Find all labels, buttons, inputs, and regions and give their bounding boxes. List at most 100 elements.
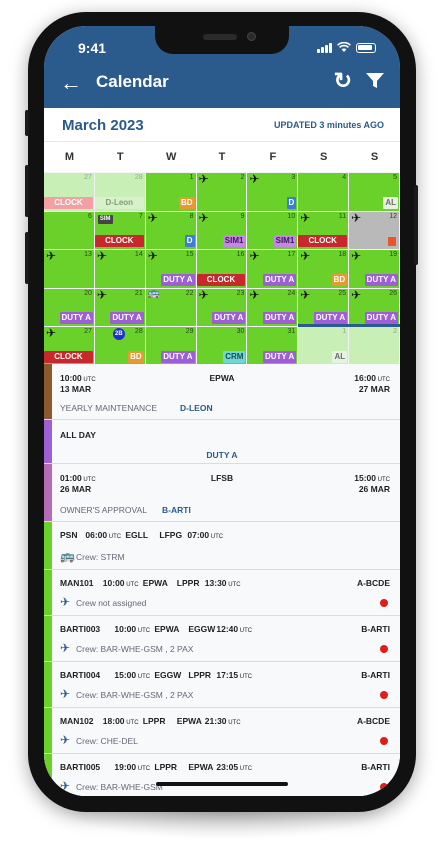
calendar-chip-clock[interactable]: CLOCK: [94, 235, 144, 248]
calendar-day-cell[interactable]: 30 CRM: [196, 327, 247, 365]
calendar-chip-duty[interactable]: DUTY A: [262, 350, 297, 363]
event-item[interactable]: ALL DAY DUTY A: [44, 420, 400, 464]
calendar-day-cell[interactable]: 6: [44, 211, 94, 250]
crew-info: Crew not assigned: [76, 598, 147, 608]
calendar-chip-duty[interactable]: DUTY A: [262, 312, 297, 325]
calendar-day-cell[interactable]: 18 ✈ BD: [298, 249, 349, 288]
departure-airport: EGGW: [154, 670, 182, 680]
calendar-chip-duty[interactable]: DUTY A: [313, 312, 348, 325]
calendar-chip-duty[interactable]: DUTY A: [364, 273, 399, 286]
month-title[interactable]: March 2023: [62, 117, 144, 134]
calendar-day-cell[interactable]: 5 AL: [349, 173, 400, 211]
calendar-day-cell[interactable]: 14 ✈: [94, 249, 145, 288]
calendar-day-cell[interactable]: 23 ✈ DUTY A: [196, 288, 247, 327]
event-item[interactable]: MAN101 10:00 UTC EPWA LPPR 13:30 UTC A-BCDE ✈ C…: [44, 570, 400, 616]
event-item[interactable]: BARTI004 15:00 UTC EGGW LPPR 17:15 UTC B-ARTI…: [44, 662, 400, 708]
status-dot: [380, 737, 388, 745]
weekday-label: S: [370, 151, 379, 163]
calendar-chip-bd[interactable]: BD: [179, 196, 195, 209]
calendar-day-cell[interactable]: 25 ✈ DUTY A: [298, 288, 349, 327]
calendar-chip-clock[interactable]: CLOCK: [44, 350, 93, 363]
calendar-day-cell[interactable]: 22 🚌: [145, 288, 196, 327]
calendar-day-cell[interactable]: 1 BD: [145, 173, 196, 211]
calendar-day-cell[interactable]: 31 DUTY A: [247, 327, 298, 365]
day-number: 8: [189, 212, 194, 220]
event-color-bar: [44, 464, 52, 521]
calendar-chip-duty[interactable]: DUTY A: [364, 312, 399, 325]
wifi-icon: [337, 42, 351, 52]
arrival-time: 23:05 UTC: [216, 762, 253, 772]
calendar-day-cell[interactable]: 3 ✈ D: [247, 172, 298, 211]
calendar-day-cell[interactable]: 10 SIM1: [247, 211, 298, 250]
home-indicator[interactable]: [156, 782, 288, 786]
calendar-day-cell[interactable]: 1 AL: [298, 327, 349, 365]
calendar-alert-icon: [388, 237, 397, 247]
refresh-icon[interactable]: ↻: [333, 68, 352, 93]
calendar-chip-sim[interactable]: SIM1: [222, 235, 246, 248]
calendar-chip-duty[interactable]: DUTY A: [262, 273, 297, 286]
calendar-chip-crm[interactable]: CRM: [223, 350, 246, 363]
calendar-day-cell[interactable]: 29 DUTY A: [145, 327, 196, 365]
calendar-chip-bd[interactable]: BD: [128, 350, 144, 363]
calendar-chip-duty[interactable]: DUTY A: [161, 273, 195, 286]
calendar-day-cell[interactable]: 7 SIM CLOCK: [94, 211, 145, 250]
calendar-day-cell[interactable]: 11 ✈ CLOCK: [298, 211, 349, 250]
calendar-chip-al[interactable]: AL: [332, 350, 348, 363]
calendar-chip-duty[interactable]: DUTY A: [110, 312, 144, 325]
calendar-chip-sim[interactable]: SIM1: [273, 235, 297, 248]
calendar-day-cell[interactable]: 16 CLOCK: [196, 250, 247, 288]
plane-icon: ✈: [46, 249, 57, 264]
calendar-day-cell[interactable]: 15 ✈ DUTY A: [145, 249, 196, 288]
event-item[interactable]: PSN 06:00 UTC EGLL LFPG 07:00 UTC 🚌 Crew: STRM: [44, 522, 400, 570]
calendar-day-cell[interactable]: 8 ✈ D: [145, 211, 196, 250]
calendar-chip-al[interactable]: AL: [383, 196, 399, 209]
back-arrow-icon[interactable]: ←: [60, 70, 82, 95]
calendar-day-cell[interactable]: 12 ✈: [349, 211, 400, 250]
calendar-chip-bd[interactable]: BD: [331, 273, 348, 286]
calendar-chip-d[interactable]: D: [184, 235, 195, 248]
calendar-day-cell[interactable]: 28 2B BD: [94, 327, 145, 365]
calendar-day-cell[interactable]: 13 ✈: [44, 249, 94, 288]
calendar-day-cell[interactable]: 27 CLOCK: [44, 173, 94, 211]
crew-info: Crew: CHE-DEL: [76, 736, 138, 746]
calendar-day-cell[interactable]: 28 D-Leon: [94, 173, 145, 211]
calendar-day-cell[interactable]: 2 ✈: [196, 172, 247, 211]
calendar-chip-lightclock[interactable]: CLOCK: [44, 196, 93, 209]
calendar-day-cell[interactable]: 2: [349, 327, 400, 365]
calendar-day-cell[interactable]: 20 DUTY A: [44, 288, 94, 327]
calendar-chip-clock[interactable]: CLOCK: [196, 273, 246, 286]
calendar-day-cell[interactable]: 19 ✈ DUTY A: [349, 249, 400, 288]
event-item[interactable]: 10:00 UTC 13 MAR EPWA 16:00 UTC 27 MAR YEARLY…: [44, 364, 400, 420]
day-number: 9: [240, 212, 245, 220]
calendar-chip-duty[interactable]: DUTY A: [161, 350, 195, 363]
day-number: 28: [134, 328, 143, 336]
calendar-day-cell[interactable]: 9 ✈ SIM1: [196, 210, 247, 250]
calendar-day-cell[interactable]: 21 ✈ DUTY A: [94, 288, 145, 327]
weekday-label: T: [116, 151, 124, 163]
all-day-label: ALL DAY: [60, 430, 96, 440]
calendar-day-cell[interactable]: 27 ✈ CLOCK: [44, 326, 94, 365]
utc-label: UTC: [136, 674, 151, 680]
day-number: 4: [342, 174, 347, 181]
calendar-day-cell[interactable]: 17 ✈ DUTY A: [247, 249, 298, 288]
event-item[interactable]: MAN102 18:00 UTC LPPR EPWA 21:30 UTC A-BCDE ✈ C…: [44, 708, 400, 754]
calendar-chip-duty[interactable]: DUTY A: [212, 312, 246, 325]
calendar-chip-dleon[interactable]: D-Leon: [94, 196, 144, 209]
event-item[interactable]: 01:00 UTC 26 MAR LFSB 15:00 UTC 26 MAR OWNER'…: [44, 464, 400, 522]
start-date: 26 MAR: [60, 484, 92, 494]
calendar-chip-clock[interactable]: CLOCK: [298, 235, 348, 248]
departure-airport: EGLL: [125, 530, 149, 540]
calendar-day-cell[interactable]: 26 ✈ DUTY A: [349, 288, 400, 327]
event-item[interactable]: BARTI003 10:00 UTC EPWA EGGW 12:40 UTC B-ARTI…: [44, 616, 400, 662]
plane-icon: ✈: [198, 210, 209, 225]
filter-icon[interactable]: [366, 73, 384, 89]
calendar-chip-d[interactable]: D: [286, 196, 297, 209]
day-number: 21: [134, 289, 143, 297]
calendar-day-cell[interactable]: 24 ✈ DUTY A: [247, 288, 298, 327]
event-item[interactable]: BARTI005 19:00 UTC LPPR EPWA 23:05 UTC B-ARTI…: [44, 754, 400, 796]
crew-info: Crew: BAR-WHE-GSM: [76, 782, 163, 792]
utc-label: UTC: [238, 628, 253, 634]
calendar-day-cell[interactable]: 4: [298, 173, 349, 211]
calendar-chip-duty[interactable]: DUTY A: [59, 312, 93, 325]
